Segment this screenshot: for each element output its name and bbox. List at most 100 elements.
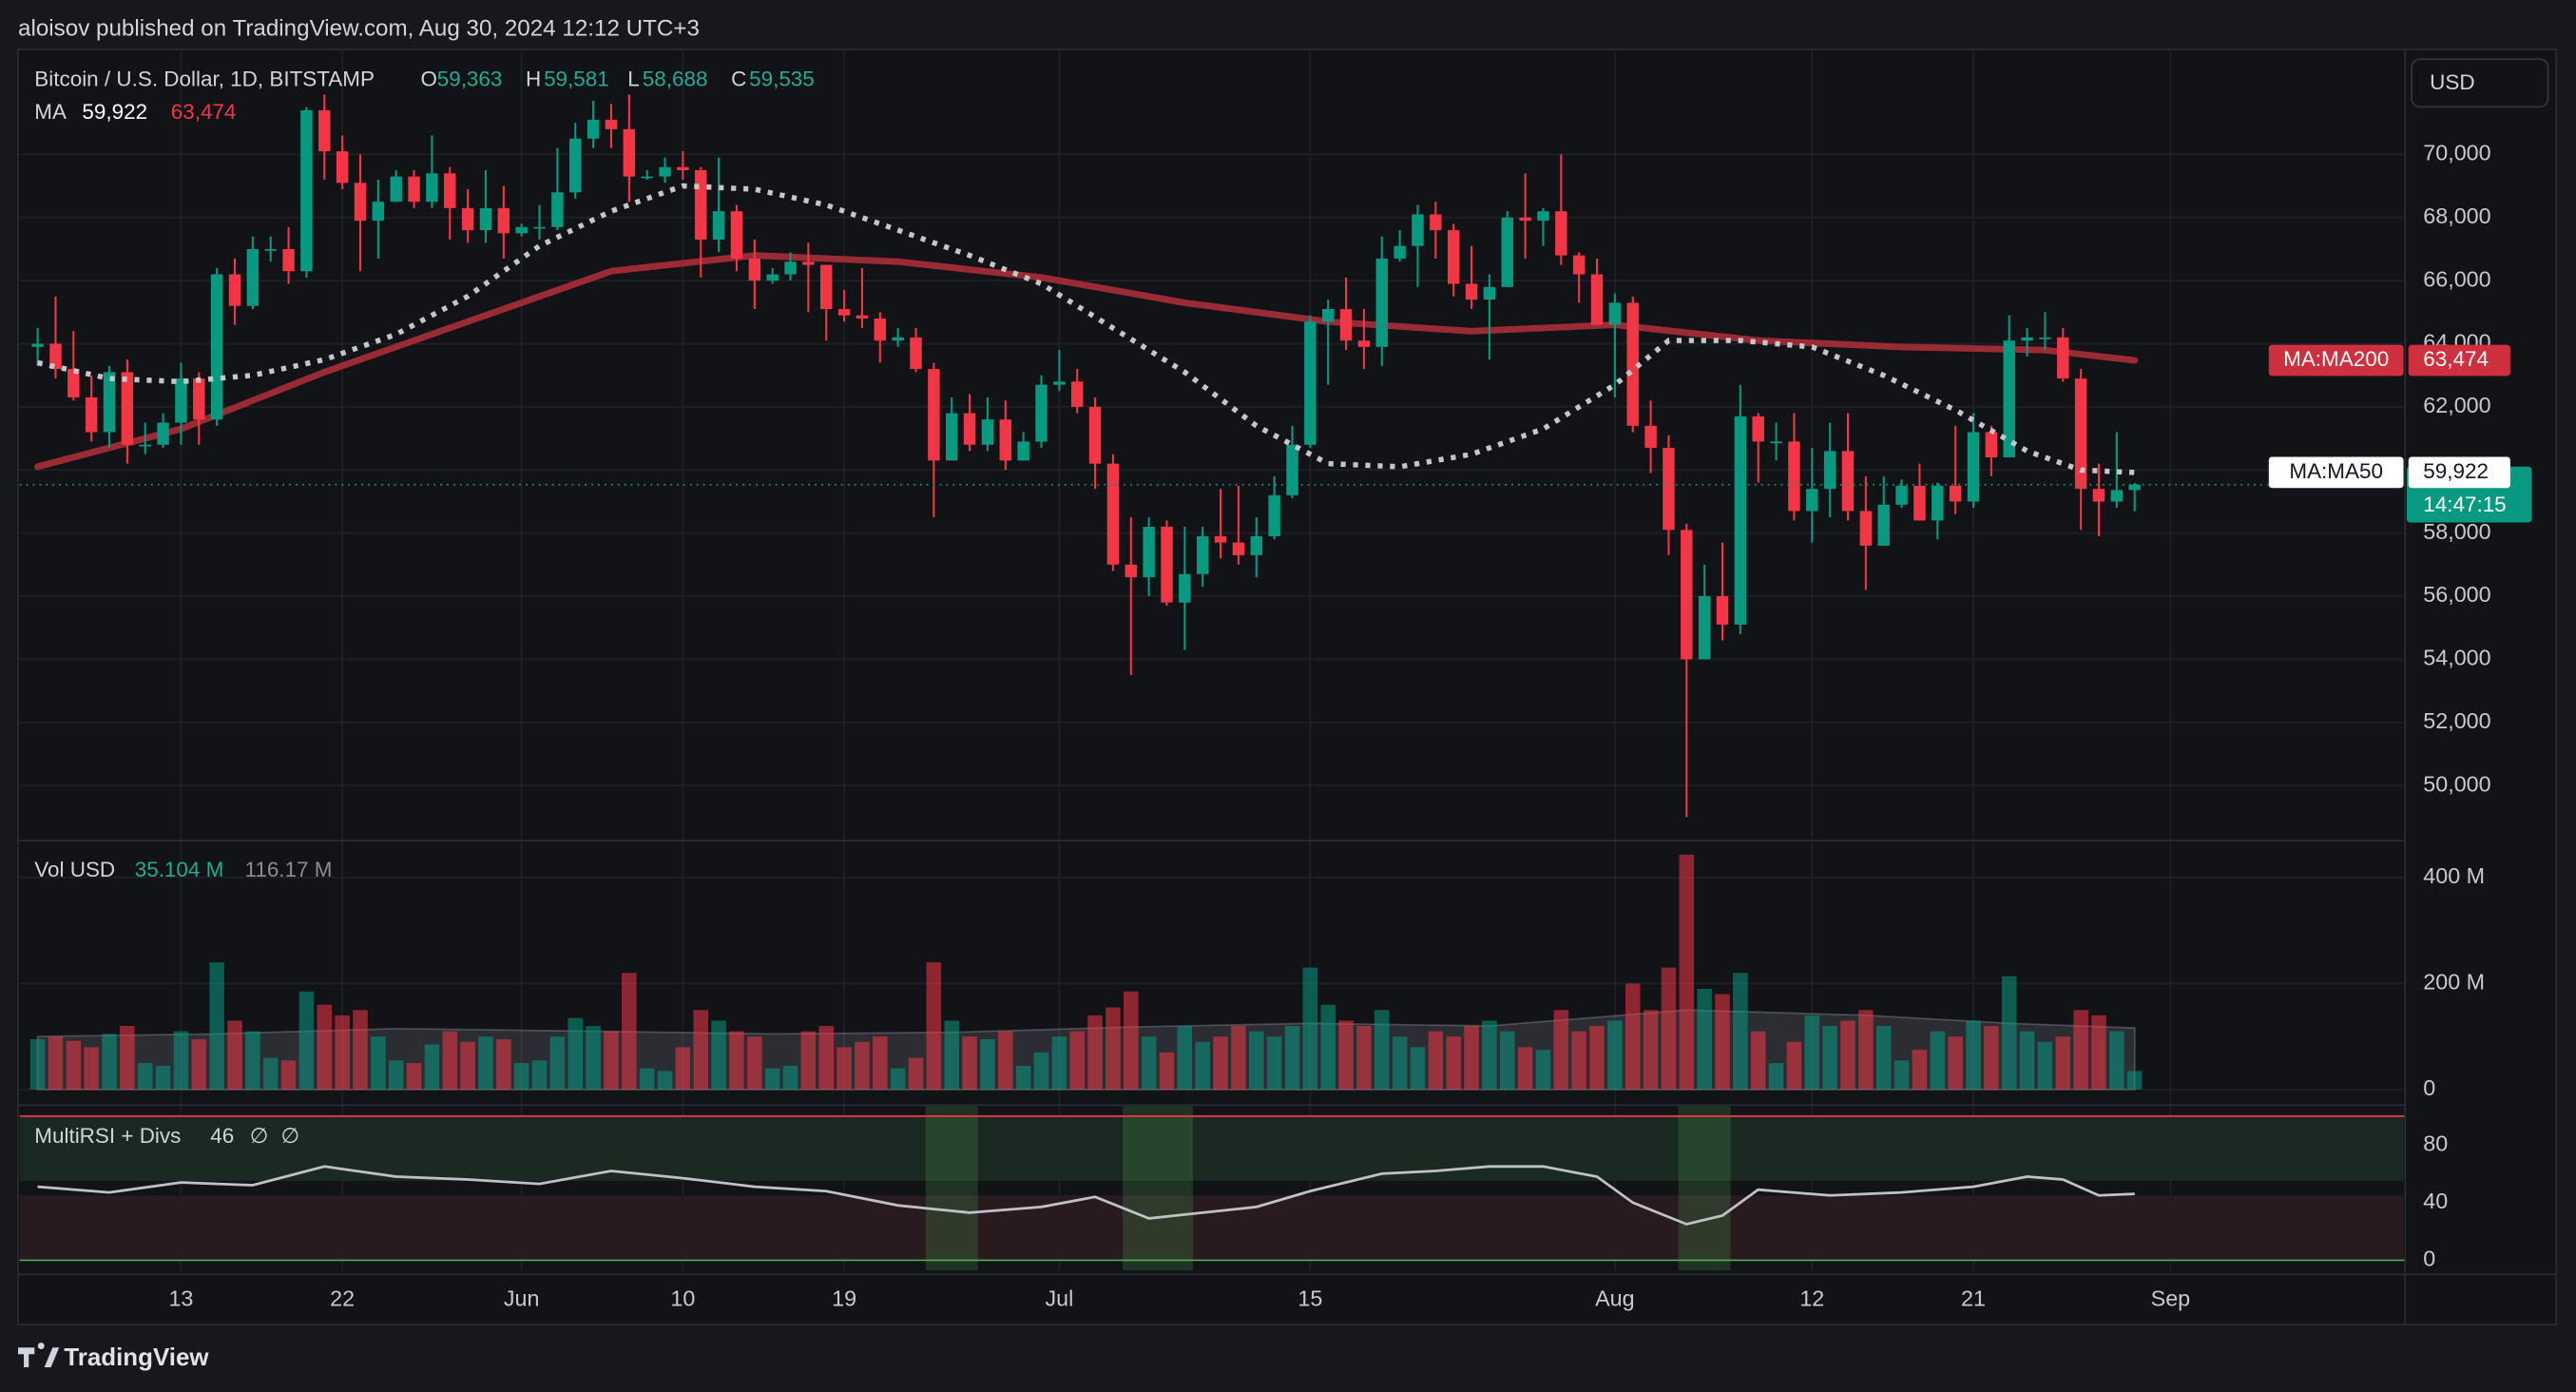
volume-bar bbox=[890, 1068, 906, 1090]
currency-label[interactable]: USD bbox=[2430, 70, 2474, 94]
candle-body bbox=[1841, 451, 1855, 512]
ohlc-name: H bbox=[526, 68, 541, 91]
x-tick-label: 10 bbox=[670, 1286, 695, 1310]
candle-body bbox=[426, 173, 438, 203]
candle-body bbox=[2092, 489, 2105, 502]
volume-bar bbox=[1822, 1026, 1837, 1090]
candle-body bbox=[246, 248, 260, 306]
moving-average bbox=[36, 183, 2135, 475]
volume-bar bbox=[675, 1047, 691, 1090]
rsi-zone bbox=[19, 1115, 2404, 1182]
ohlc-name: L bbox=[627, 68, 640, 91]
volume-bar bbox=[1930, 1031, 1946, 1090]
volume-bar bbox=[1948, 1036, 1963, 1090]
candle-body bbox=[49, 343, 62, 370]
volume-bar bbox=[962, 1036, 977, 1090]
candle-body bbox=[641, 176, 653, 179]
volume-bar bbox=[1715, 994, 1730, 1090]
x-tick-label: 12 bbox=[1799, 1286, 1824, 1310]
volume-bar bbox=[371, 1036, 386, 1090]
candle-body bbox=[623, 128, 636, 177]
candle-body bbox=[1394, 245, 1406, 259]
candle-body bbox=[103, 372, 116, 433]
ma-name-box bbox=[2268, 456, 2404, 489]
volume-bar bbox=[102, 1034, 117, 1090]
x-tick-label: 13 bbox=[168, 1286, 193, 1310]
volume-bar bbox=[2019, 1031, 2035, 1090]
y-tick-label: 68,000 bbox=[2423, 203, 2490, 228]
volume-legend-value: 35.104 M bbox=[135, 858, 224, 881]
y-tick-label: 66,000 bbox=[2423, 266, 2490, 291]
volume-bar bbox=[120, 1026, 135, 1090]
candle-body bbox=[1268, 494, 1280, 536]
ohlc-value: 58,688 bbox=[643, 68, 708, 91]
candle-body bbox=[1250, 535, 1262, 555]
ma-name-box bbox=[2268, 344, 2404, 377]
y-tick-label: 70,000 bbox=[2423, 141, 2490, 165]
y-tick-label: 62,000 bbox=[2423, 393, 2490, 417]
candle-body bbox=[1017, 441, 1029, 461]
volume-bar bbox=[1015, 1065, 1031, 1090]
x-tick-label: Sep bbox=[2151, 1286, 2191, 1310]
volume-bar bbox=[227, 1020, 242, 1090]
volume-bar bbox=[209, 962, 224, 1090]
y-tick-label: 52,000 bbox=[2423, 708, 2490, 733]
candle-body bbox=[228, 274, 241, 306]
volume-bar bbox=[1499, 1031, 1515, 1090]
volume-bar bbox=[1284, 1026, 1300, 1090]
volume-bar bbox=[496, 1038, 511, 1090]
volume-bar bbox=[800, 1031, 817, 1090]
volume-bar bbox=[747, 1036, 762, 1090]
candle-body bbox=[1519, 217, 1531, 222]
candle-body bbox=[2128, 484, 2141, 491]
volume-bar bbox=[1428, 1031, 1444, 1090]
ma-name-label: MA:MA50 bbox=[2289, 459, 2383, 483]
volume-bar bbox=[335, 1015, 350, 1090]
ma-legend-value: 59,922 bbox=[82, 100, 147, 124]
candle-body bbox=[784, 261, 797, 275]
volume-bar bbox=[388, 1060, 404, 1090]
volume-bar bbox=[639, 1068, 655, 1090]
candle-body bbox=[408, 176, 420, 203]
candle-body bbox=[444, 173, 456, 208]
volume-bar bbox=[245, 1031, 260, 1090]
volume-bar bbox=[2109, 1031, 2124, 1090]
ma-value-box bbox=[2408, 456, 2510, 489]
volume-bar bbox=[48, 1036, 64, 1090]
moving-average bbox=[34, 252, 2139, 471]
volume-bar bbox=[262, 1057, 279, 1090]
volume-bar bbox=[1624, 983, 1641, 1090]
candle-body bbox=[1590, 274, 1604, 325]
ma-title: MA bbox=[34, 100, 67, 124]
candle-body bbox=[1214, 535, 1227, 543]
volume-bar bbox=[1840, 1020, 1855, 1090]
volume-bar bbox=[1338, 1020, 1354, 1090]
candle-body bbox=[1483, 286, 1496, 300]
footer-brand: TradingView bbox=[64, 1344, 209, 1371]
volume-bar bbox=[84, 1047, 99, 1090]
x-tick-label: 19 bbox=[832, 1286, 856, 1310]
rsi-zone bbox=[19, 1195, 2404, 1261]
candle-body bbox=[2110, 490, 2124, 502]
volume-bar bbox=[604, 1031, 619, 1090]
candle-body bbox=[282, 248, 295, 272]
volume-bar bbox=[2055, 1036, 2071, 1090]
candle-body bbox=[855, 315, 869, 319]
volume-bar bbox=[586, 1026, 601, 1090]
divergence-highlight bbox=[1123, 1106, 1193, 1271]
ohlc-name: C bbox=[731, 68, 746, 91]
currency-button-box[interactable] bbox=[2411, 58, 2549, 108]
candle-body bbox=[210, 274, 223, 420]
volume-bar bbox=[1786, 1041, 1802, 1090]
volume-bar bbox=[1302, 967, 1318, 1090]
rsi-line bbox=[37, 1165, 2135, 1226]
candle-body bbox=[67, 369, 80, 397]
candle-body bbox=[1770, 441, 1782, 444]
volume-bar bbox=[2126, 1071, 2143, 1090]
volume-bar bbox=[764, 1068, 780, 1090]
currency-button[interactable]: USD bbox=[2411, 58, 2549, 108]
volume-bar bbox=[549, 1036, 566, 1090]
candle-body bbox=[1143, 527, 1155, 578]
candle-body bbox=[354, 183, 367, 222]
candle-body bbox=[2057, 337, 2069, 379]
